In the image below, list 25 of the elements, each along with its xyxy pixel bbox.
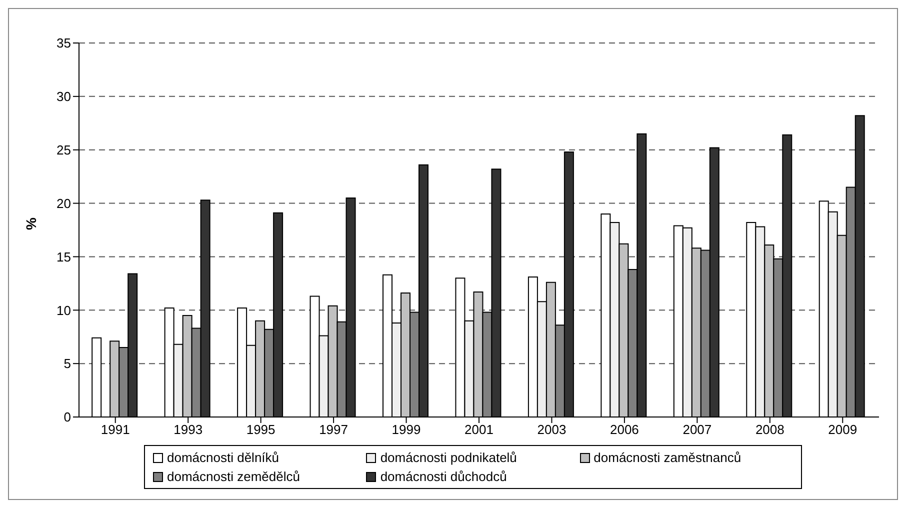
x-tick-label: 1999 — [392, 422, 421, 438]
y-tick-label: 0 — [64, 410, 71, 425]
y-axis-title: % — [22, 217, 39, 230]
x-tick-label: 1997 — [319, 422, 348, 438]
x-tick-label: 2007 — [682, 422, 712, 438]
x-tick-label: 2006 — [610, 422, 639, 438]
x-tick-label: 2008 — [755, 422, 784, 438]
legend-label: domácnosti dělníků — [167, 450, 280, 465]
x-tick-label: 2003 — [537, 422, 566, 438]
legend-label: domácnosti důchodců — [380, 469, 507, 484]
y-tick-label: 15 — [56, 249, 71, 264]
legend-label: domácnosti zaměstnanců — [594, 450, 742, 465]
y-tick-label: 20 — [56, 196, 71, 211]
x-tick-label: 1993 — [174, 422, 203, 438]
x-tick-label: 1995 — [246, 422, 276, 438]
legend-label: domácnosti zemědělců — [167, 469, 300, 484]
y-tick-label: 30 — [56, 89, 71, 104]
x-tick-label: 2009 — [828, 422, 858, 438]
y-tick-label: 5 — [64, 356, 71, 372]
legend-label: domácnosti podnikatelů — [380, 450, 517, 465]
x-tick-label: 2001 — [464, 422, 494, 438]
y-tick-label: 25 — [56, 142, 71, 158]
y-tick-label: 35 — [56, 36, 71, 51]
x-tick-label: 1991 — [100, 422, 130, 438]
y-tick-label: 10 — [56, 302, 71, 318]
